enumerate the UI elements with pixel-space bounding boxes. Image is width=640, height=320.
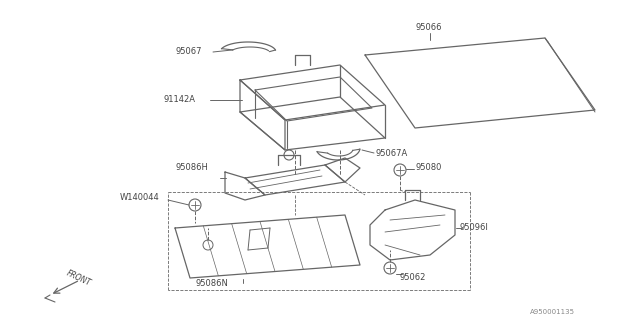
Text: A950001135: A950001135: [530, 309, 575, 315]
Text: 95067: 95067: [175, 47, 202, 57]
Text: 95086H: 95086H: [175, 164, 208, 172]
Text: FRONT: FRONT: [65, 268, 92, 288]
Text: 95067A: 95067A: [375, 148, 407, 157]
Text: 95096I: 95096I: [460, 223, 489, 233]
Text: 95062: 95062: [400, 274, 426, 283]
Text: W140044: W140044: [120, 194, 160, 203]
Text: 91142A: 91142A: [163, 95, 195, 105]
Text: 95086N: 95086N: [195, 278, 228, 287]
Text: 95080: 95080: [415, 164, 442, 172]
Text: 95066: 95066: [415, 23, 442, 33]
